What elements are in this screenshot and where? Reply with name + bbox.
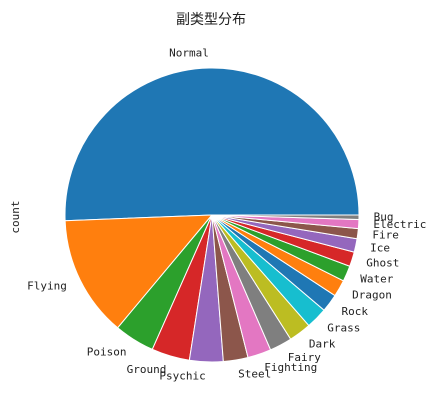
slice-label-grass: Grass bbox=[327, 321, 360, 334]
slice-label-flying: Flying bbox=[27, 279, 67, 292]
slice-label-ghost: Ghost bbox=[366, 257, 399, 270]
slice-label-fairy: Fairy bbox=[288, 351, 321, 364]
pie-slice-flying bbox=[64, 214, 214, 329]
pie-slice-normal bbox=[64, 67, 360, 222]
chart-title: 副类型分布 bbox=[176, 12, 246, 28]
slice-label-rock: Rock bbox=[341, 305, 368, 318]
slice-label-electric: Electric bbox=[373, 218, 426, 231]
slice-label-fighting: Fighting bbox=[264, 361, 317, 374]
pie-slice-bug bbox=[211, 214, 360, 221]
slice-label-fire: Fire bbox=[372, 229, 399, 242]
pie-slices bbox=[64, 67, 360, 363]
slice-label-psychic: Psychic bbox=[159, 370, 205, 383]
slice-label-dark: Dark bbox=[309, 337, 336, 350]
slice-label-ice: Ice bbox=[370, 242, 390, 255]
slice-label-poison: Poison bbox=[87, 345, 127, 358]
slice-label-dragon: Dragon bbox=[352, 289, 392, 302]
slice-label-bug: Bug bbox=[374, 211, 394, 224]
y-axis-label: count bbox=[9, 200, 22, 233]
slice-label-steel: Steel bbox=[238, 368, 271, 381]
slice-label-normal: Normal bbox=[169, 46, 209, 59]
slice-label-water: Water bbox=[360, 272, 393, 285]
slice-label-ground: Ground bbox=[127, 363, 167, 376]
